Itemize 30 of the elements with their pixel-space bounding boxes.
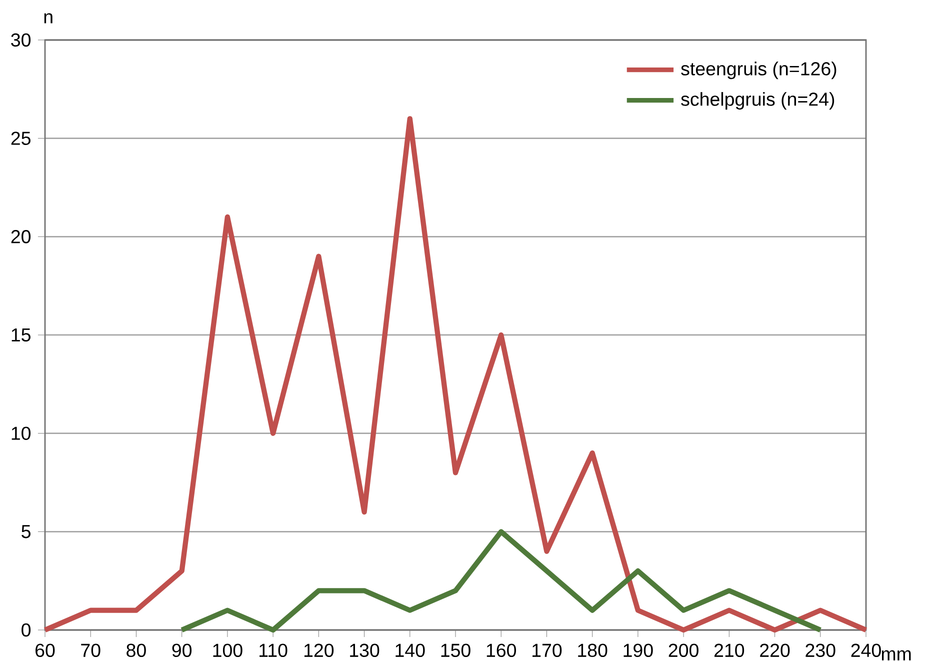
- x-tick-label: 220: [760, 644, 790, 658]
- y-tick-label: 0: [22, 623, 31, 637]
- legend-label: schelpgruis (n=24): [681, 92, 834, 110]
- x-tick-label: 150: [441, 644, 470, 658]
- x-tick-label: 180: [578, 644, 608, 658]
- x-tick-label: 110: [260, 644, 288, 658]
- x-axis-title: mm: [882, 650, 911, 660]
- y-tick-label: 15: [12, 328, 30, 342]
- legend-label: steengruis (n=126): [681, 62, 836, 80]
- y-tick-label: 20: [11, 230, 31, 244]
- x-tick-label: 60: [36, 644, 55, 658]
- x-tick-label: 160: [486, 644, 516, 658]
- x-tick-label: 70: [81, 644, 100, 658]
- x-tick-label: 80: [126, 644, 146, 658]
- y-tick-label: 5: [22, 525, 30, 538]
- y-tick-label: 30: [11, 33, 31, 47]
- x-tick-label: 210: [714, 644, 744, 658]
- y-tick-label: 25: [11, 132, 30, 145]
- x-tick-label: 100: [213, 644, 242, 658]
- x-tick-label: 240: [851, 644, 881, 658]
- x-tick-label: 230: [806, 644, 836, 658]
- x-tick-label: 200: [668, 644, 698, 658]
- x-tick-label: 190: [624, 644, 653, 658]
- x-tick-label: 90: [172, 644, 192, 658]
- x-tick-label: 140: [396, 644, 425, 658]
- y-axis-title: n: [44, 13, 52, 24]
- x-tick-label: 170: [532, 644, 562, 658]
- x-tick-label: 120: [304, 644, 334, 658]
- y-tick-label: 10: [12, 426, 31, 440]
- x-tick-label: 130: [350, 644, 380, 658]
